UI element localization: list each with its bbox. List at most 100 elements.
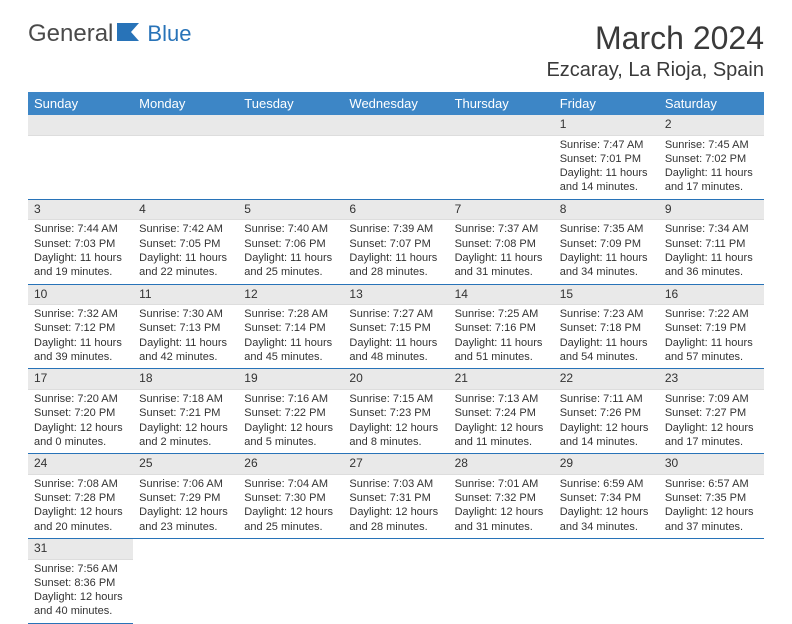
weekday-header: Monday <box>133 92 238 115</box>
calendar-day-cell: 29Sunrise: 6:59 AMSunset: 7:34 PMDayligh… <box>554 454 659 539</box>
calendar-day-cell: 3Sunrise: 7:44 AMSunset: 7:03 PMDaylight… <box>28 199 133 284</box>
day-body: Sunrise: 6:57 AMSunset: 7:35 PMDaylight:… <box>659 475 764 538</box>
day-line: Sunrise: 7:37 AM <box>455 222 548 236</box>
day-line: and 54 minutes. <box>560 350 653 364</box>
day-line: Daylight: 12 hours <box>34 590 127 604</box>
day-line: and 48 minutes. <box>349 350 442 364</box>
day-line: and 28 minutes. <box>349 265 442 279</box>
day-line: Sunset: 7:31 PM <box>349 491 442 505</box>
day-line: and 34 minutes. <box>560 265 653 279</box>
calendar-day-cell: 24Sunrise: 7:08 AMSunset: 7:28 PMDayligh… <box>28 454 133 539</box>
day-line: Sunrise: 7:39 AM <box>349 222 442 236</box>
calendar-day-cell: 6Sunrise: 7:39 AMSunset: 7:07 PMDaylight… <box>343 199 448 284</box>
calendar-day-cell: 28Sunrise: 7:01 AMSunset: 7:32 PMDayligh… <box>449 454 554 539</box>
day-body: Sunrise: 7:23 AMSunset: 7:18 PMDaylight:… <box>554 305 659 368</box>
calendar-day-cell: 18Sunrise: 7:18 AMSunset: 7:21 PMDayligh… <box>133 369 238 454</box>
day-number: 21 <box>449 369 554 390</box>
day-line: Daylight: 11 hours <box>34 251 127 265</box>
day-body: Sunrise: 7:42 AMSunset: 7:05 PMDaylight:… <box>133 220 238 283</box>
month-title: March 2024 <box>546 20 764 57</box>
day-line: Sunrise: 7:32 AM <box>34 307 127 321</box>
day-line: Sunset: 7:08 PM <box>455 237 548 251</box>
weekday-header: Friday <box>554 92 659 115</box>
day-line: Daylight: 11 hours <box>455 336 548 350</box>
day-number: 29 <box>554 454 659 475</box>
day-line: and 25 minutes. <box>244 265 337 279</box>
day-line: Sunset: 7:06 PM <box>244 237 337 251</box>
day-line: Daylight: 11 hours <box>665 251 758 265</box>
day-line: Sunset: 7:23 PM <box>349 406 442 420</box>
day-line: Sunrise: 7:06 AM <box>139 477 232 491</box>
day-line: Sunrise: 7:27 AM <box>349 307 442 321</box>
day-body: Sunrise: 7:25 AMSunset: 7:16 PMDaylight:… <box>449 305 554 368</box>
day-body: Sunrise: 7:11 AMSunset: 7:26 PMDaylight:… <box>554 390 659 453</box>
weekday-header: Thursday <box>449 92 554 115</box>
day-number: 20 <box>343 369 448 390</box>
day-body: Sunrise: 7:20 AMSunset: 7:20 PMDaylight:… <box>28 390 133 453</box>
day-line: Sunrise: 7:44 AM <box>34 222 127 236</box>
day-line: and 45 minutes. <box>244 350 337 364</box>
day-line: and 17 minutes. <box>665 435 758 449</box>
calendar-day-cell <box>343 538 448 623</box>
calendar-day-cell: 19Sunrise: 7:16 AMSunset: 7:22 PMDayligh… <box>238 369 343 454</box>
calendar-day-cell: 9Sunrise: 7:34 AMSunset: 7:11 PMDaylight… <box>659 199 764 284</box>
day-line: Sunset: 7:01 PM <box>560 152 653 166</box>
day-line: and 14 minutes. <box>560 435 653 449</box>
day-line: and 11 minutes. <box>455 435 548 449</box>
day-line: Daylight: 11 hours <box>560 166 653 180</box>
calendar-day-cell: 17Sunrise: 7:20 AMSunset: 7:20 PMDayligh… <box>28 369 133 454</box>
day-line: Sunrise: 7:11 AM <box>560 392 653 406</box>
day-line: Sunrise: 7:34 AM <box>665 222 758 236</box>
day-line: Sunrise: 7:56 AM <box>34 562 127 576</box>
day-line: Daylight: 11 hours <box>455 251 548 265</box>
calendar-day-cell: 20Sunrise: 7:15 AMSunset: 7:23 PMDayligh… <box>343 369 448 454</box>
day-line: Sunset: 7:24 PM <box>455 406 548 420</box>
day-body: Sunrise: 7:44 AMSunset: 7:03 PMDaylight:… <box>28 220 133 283</box>
day-number: 3 <box>28 200 133 221</box>
day-line: Sunrise: 6:59 AM <box>560 477 653 491</box>
day-number: 7 <box>449 200 554 221</box>
day-line: Daylight: 11 hours <box>349 336 442 350</box>
day-line: Daylight: 11 hours <box>349 251 442 265</box>
day-line: Sunset: 7:02 PM <box>665 152 758 166</box>
day-number: 31 <box>28 539 133 560</box>
day-number: 8 <box>554 200 659 221</box>
day-body: Sunrise: 7:40 AMSunset: 7:06 PMDaylight:… <box>238 220 343 283</box>
day-line: and 19 minutes. <box>34 265 127 279</box>
day-line: Daylight: 12 hours <box>665 421 758 435</box>
calendar-day-cell <box>133 115 238 199</box>
day-line: Sunrise: 7:42 AM <box>139 222 232 236</box>
day-number: 4 <box>133 200 238 221</box>
calendar-day-cell <box>449 115 554 199</box>
day-line: Daylight: 11 hours <box>139 336 232 350</box>
calendar-week-row: 1Sunrise: 7:47 AMSunset: 7:01 PMDaylight… <box>28 115 764 199</box>
calendar-day-cell: 15Sunrise: 7:23 AMSunset: 7:18 PMDayligh… <box>554 284 659 369</box>
day-line: Sunset: 7:16 PM <box>455 321 548 335</box>
day-body: Sunrise: 7:09 AMSunset: 7:27 PMDaylight:… <box>659 390 764 453</box>
day-body: Sunrise: 7:47 AMSunset: 7:01 PMDaylight:… <box>554 136 659 199</box>
day-number: 13 <box>343 285 448 306</box>
weekday-header: Tuesday <box>238 92 343 115</box>
calendar-day-cell: 5Sunrise: 7:40 AMSunset: 7:06 PMDaylight… <box>238 199 343 284</box>
day-line: and 23 minutes. <box>139 520 232 534</box>
day-line: Daylight: 12 hours <box>244 505 337 519</box>
day-number: 17 <box>28 369 133 390</box>
day-line: Sunset: 7:19 PM <box>665 321 758 335</box>
day-body: Sunrise: 7:13 AMSunset: 7:24 PMDaylight:… <box>449 390 554 453</box>
calendar-week-row: 31Sunrise: 7:56 AMSunset: 8:36 PMDayligh… <box>28 538 764 623</box>
day-line: Daylight: 11 hours <box>665 336 758 350</box>
calendar-day-cell: 21Sunrise: 7:13 AMSunset: 7:24 PMDayligh… <box>449 369 554 454</box>
calendar-day-cell <box>343 115 448 199</box>
day-line: Sunrise: 7:09 AM <box>665 392 758 406</box>
day-line: Sunset: 7:03 PM <box>34 237 127 251</box>
calendar-day-cell: 25Sunrise: 7:06 AMSunset: 7:29 PMDayligh… <box>133 454 238 539</box>
day-line: Sunset: 7:13 PM <box>139 321 232 335</box>
day-line: Daylight: 12 hours <box>139 421 232 435</box>
day-line: and 14 minutes. <box>560 180 653 194</box>
calendar-day-cell: 11Sunrise: 7:30 AMSunset: 7:13 PMDayligh… <box>133 284 238 369</box>
day-line: Sunset: 7:20 PM <box>34 406 127 420</box>
day-number: 11 <box>133 285 238 306</box>
day-line: Sunrise: 7:03 AM <box>349 477 442 491</box>
day-line: Daylight: 12 hours <box>244 421 337 435</box>
day-line: Daylight: 12 hours <box>455 421 548 435</box>
